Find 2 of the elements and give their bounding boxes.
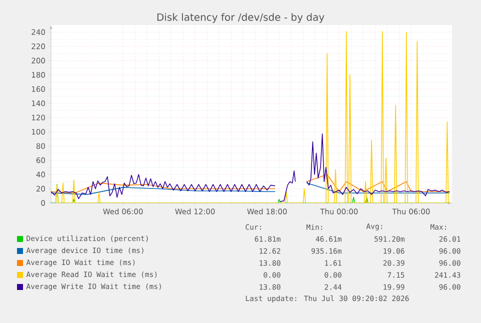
chart-title: Disk latency for /dev/sde - by day — [157, 13, 324, 23]
line-series — [55, 31, 452, 203]
